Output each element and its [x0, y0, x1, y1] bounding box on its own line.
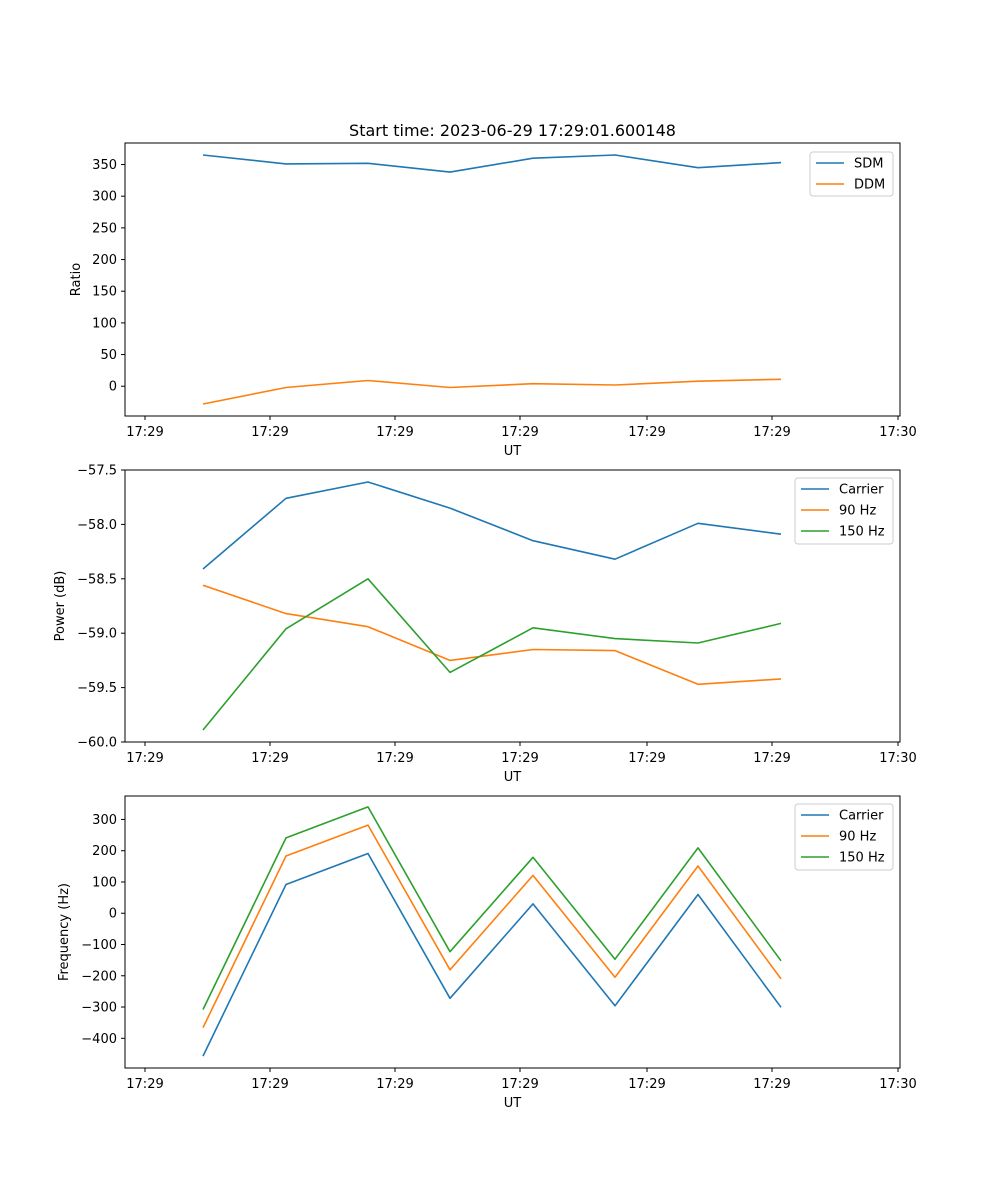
series-line-sdm [202, 154, 782, 173]
x-tick-label: 17:29 [251, 425, 288, 440]
y-tick-label: −60.0 [77, 736, 117, 751]
x-tick-label: 17:29 [628, 1077, 665, 1092]
series-line-90-hz [202, 824, 782, 1029]
y-tick-label: 350 [92, 158, 117, 173]
y-tick-label: 200 [92, 844, 117, 859]
chart-title: Start time: 2023-06-29 17:29:01.600148 [349, 121, 676, 140]
legend: SDM DDM [809, 151, 894, 197]
series-line-carrier [202, 481, 782, 570]
panel-2: 17:29 17:29 17:29 17:29 17:29 17:29 17:30 −60.0… [53, 464, 917, 786]
y-tick-label: 100 [92, 875, 117, 890]
x-tick-label: 17:29 [126, 425, 163, 440]
y-tick-label: −59.5 [77, 681, 117, 696]
x-tick-label: 17:29 [376, 425, 413, 440]
x-axis-label: UT [504, 770, 522, 785]
y-tick-label: 150 [92, 285, 117, 300]
legend-label: 90 Hz [839, 504, 876, 519]
y-tick-label: −100 [81, 938, 117, 953]
y-tick-label: 200 [92, 253, 117, 268]
x-tick-label: 17:29 [501, 1077, 538, 1092]
y-axis-label: Power (dB) [53, 571, 68, 642]
x-tick-label: 17:29 [628, 425, 665, 440]
x-tick-label: 17:29 [753, 425, 790, 440]
legend-box [794, 477, 894, 545]
axes-frame [124, 795, 901, 1069]
series-line-90-hz [202, 584, 782, 686]
x-tick-label: 17:30 [879, 1077, 916, 1092]
legend-label: 90 Hz [839, 830, 876, 845]
axes-frame [124, 469, 901, 743]
y-tick-label: 300 [92, 190, 117, 205]
y-axis-label: Frequency (Hz) [57, 883, 72, 981]
panel-3: 17:29 17:29 17:29 17:29 17:29 17:29 17:30 −400 −… [57, 795, 917, 1111]
x-tick-label: 17:29 [501, 425, 538, 440]
y-tick-label: −59.0 [77, 627, 117, 642]
x-tick-label: 17:29 [251, 751, 288, 766]
legend-label: 150 Hz [839, 525, 885, 540]
y-tick-label: −58.5 [77, 572, 117, 587]
legend: Carrier 90 Hz 150 Hz [794, 477, 894, 545]
y-tick-label: −57.5 [77, 464, 117, 479]
y-tick-label: 100 [92, 316, 117, 331]
y-tick-label: −300 [81, 1001, 117, 1016]
x-tick-label: 17:29 [126, 1077, 163, 1092]
y-tick-label: −58.0 [77, 518, 117, 533]
legend-label: SDM [854, 157, 883, 172]
x-tick-label: 17:29 [753, 1077, 790, 1092]
legend-label: Carrier [839, 483, 884, 498]
x-tick-label: 17:30 [879, 425, 916, 440]
x-tick-label: 17:29 [376, 751, 413, 766]
x-tick-label: 17:29 [501, 751, 538, 766]
y-axis-label: Ratio [69, 263, 84, 296]
legend: Carrier 90 Hz 150 Hz [794, 803, 894, 871]
x-tick-label: 17:29 [628, 751, 665, 766]
y-tick-label: 250 [92, 221, 117, 236]
x-tick-label: 17:29 [753, 751, 790, 766]
series-line-ddm [202, 378, 782, 405]
y-tick-label: 0 [109, 907, 117, 922]
y-tick-label: 300 [92, 813, 117, 828]
series-line-150-hz [202, 806, 782, 1010]
x-tick-label: 17:30 [879, 751, 916, 766]
legend-box [794, 803, 894, 871]
x-axis-label: UT [504, 1096, 522, 1111]
x-tick-label: 17:29 [376, 1077, 413, 1092]
y-tick-label: 50 [100, 348, 117, 363]
legend-label: DDM [854, 178, 885, 193]
axes-frame [124, 142, 901, 417]
y-tick-label: 0 [109, 380, 117, 395]
x-axis-label: UT [504, 444, 522, 459]
series-line-150-hz [202, 577, 782, 731]
x-tick-label: 17:29 [126, 751, 163, 766]
y-tick-label: −200 [81, 969, 117, 984]
series-line-carrier [202, 852, 782, 1057]
panel-1: Start time: 2023-06-29 17:29:01.600148 17… [69, 121, 917, 459]
y-tick-label: −400 [81, 1032, 117, 1047]
legend-label: Carrier [839, 809, 884, 824]
legend-label: 150 Hz [839, 851, 885, 866]
x-tick-label: 17:29 [251, 1077, 288, 1092]
